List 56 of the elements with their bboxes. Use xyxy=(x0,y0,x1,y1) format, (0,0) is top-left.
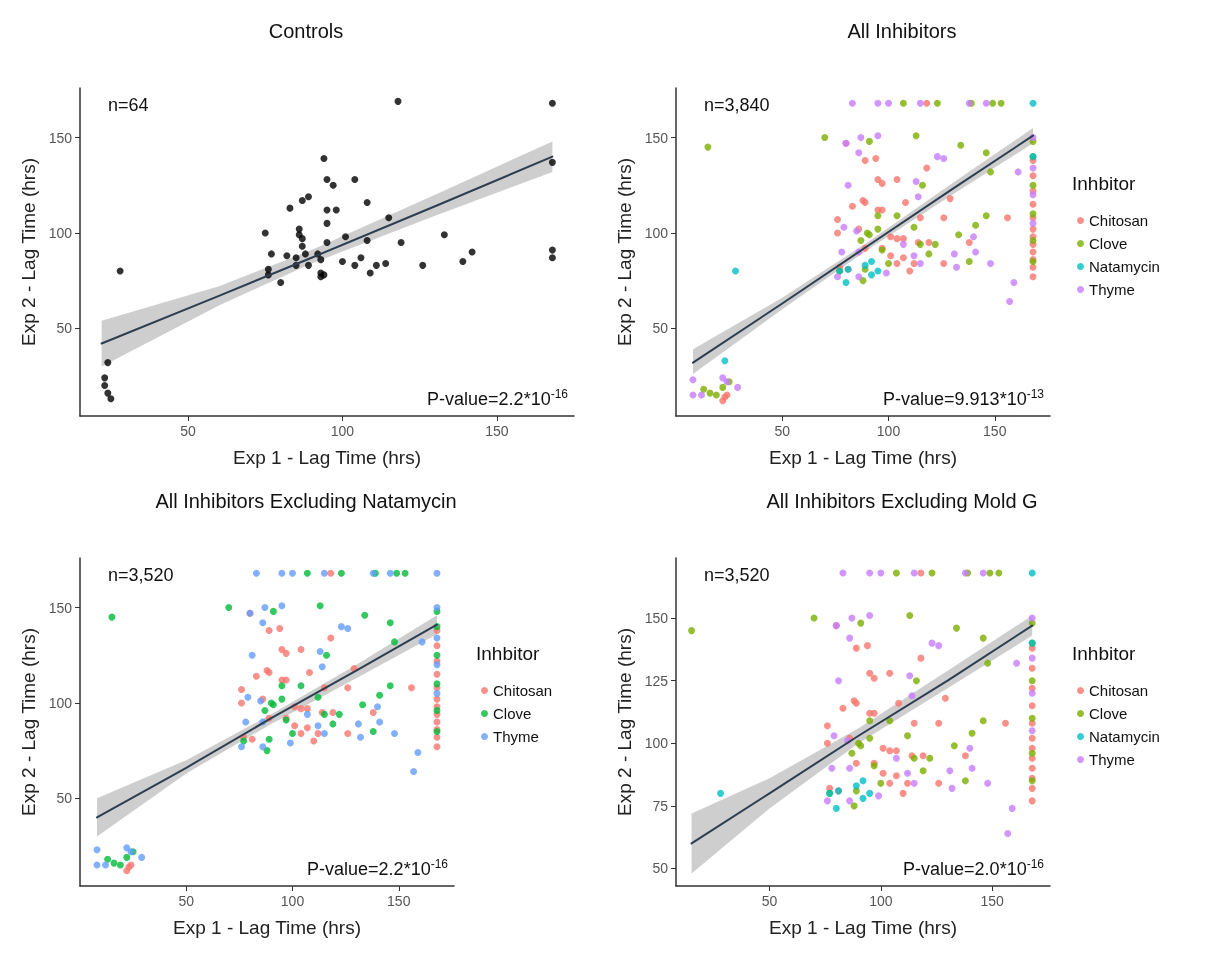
legend-label: Clove xyxy=(493,705,532,722)
y-tick-label: 100 xyxy=(48,694,73,711)
y-tick-label: 150 xyxy=(48,599,73,616)
y-axis-title: Exp 2 - Lag Time (hrs) xyxy=(613,158,635,346)
chart-title: Controls xyxy=(268,20,344,42)
y-tick-label: 125 xyxy=(644,672,669,689)
x-axis-title: Exp 1 - Lag Time (hrs) xyxy=(769,447,957,468)
legend-label: Natamycin xyxy=(1089,728,1160,745)
annotation: n=3,520 xyxy=(108,565,174,585)
legend-title: Inhbitor xyxy=(1072,173,1137,194)
legend-label: Clove xyxy=(1089,235,1128,252)
y-tick-label: 100 xyxy=(48,224,73,241)
legend-label: Chitosan xyxy=(493,682,553,699)
y-axis-title: Exp 2 - Lag Time (hrs) xyxy=(613,628,635,816)
x-tick-label: 50 xyxy=(178,893,195,909)
x-tick-label: 100 xyxy=(280,893,305,909)
x-axis-title: Exp 1 - Lag Time (hrs) xyxy=(769,917,957,938)
x-tick-label: 150 xyxy=(485,423,509,439)
y-tick-label: 150 xyxy=(48,129,73,146)
y-axis-title: Exp 2 - Lag Time (hrs) xyxy=(17,158,39,346)
legend-label: Clove xyxy=(1089,705,1128,722)
legend-label: Thyme xyxy=(1089,751,1135,768)
chart-title: All Inhibitors Excluding Natamycin xyxy=(155,490,457,512)
legend-label: Thyme xyxy=(1089,281,1135,298)
y-axis-title: Exp 2 - Lag Time (hrs) xyxy=(17,628,39,816)
y-tick-label: 150 xyxy=(644,610,669,627)
x-tick-label: 100 xyxy=(330,423,355,439)
x-tick-label: 50 xyxy=(774,423,791,439)
legend-label: Chitosan xyxy=(1089,682,1149,699)
x-tick-label: 150 xyxy=(387,893,411,909)
y-tick-label: 50 xyxy=(56,790,73,807)
legend-label: Thyme xyxy=(493,728,539,745)
x-axis-title: Exp 1 - Lag Time (hrs) xyxy=(173,917,361,938)
y-tick-label: 100 xyxy=(644,735,669,752)
chart-title: All Inhibitors xyxy=(847,20,957,42)
y-tick-label: 50 xyxy=(652,860,669,877)
y-tick-label: 50 xyxy=(652,320,669,337)
legend-label: Natamycin xyxy=(1089,258,1160,275)
annotation: n=64 xyxy=(108,95,149,115)
y-tick-label: 75 xyxy=(652,797,669,814)
annotation: n=3,840 xyxy=(704,95,770,115)
x-tick-label: 150 xyxy=(980,893,1005,909)
legend-title: Inhbitor xyxy=(1072,643,1137,664)
x-axis-title: Exp 1 - Lag Time (hrs) xyxy=(233,447,421,468)
y-tick-label: 50 xyxy=(56,320,73,337)
x-tick-label: 50 xyxy=(180,423,197,439)
y-tick-label: 100 xyxy=(644,224,669,241)
x-tick-label: 100 xyxy=(869,893,893,909)
legend-title: Inhbitor xyxy=(476,643,541,664)
annotation: n=3,520 xyxy=(704,565,770,585)
y-tick-label: 150 xyxy=(644,129,669,146)
chart-title: All Inhibitors Excluding Mold G xyxy=(766,490,1038,512)
x-tick-label: 100 xyxy=(876,423,901,439)
legend-label: Chitosan xyxy=(1089,212,1149,229)
x-tick-label: 150 xyxy=(983,423,1007,439)
x-tick-label: 50 xyxy=(761,893,778,909)
